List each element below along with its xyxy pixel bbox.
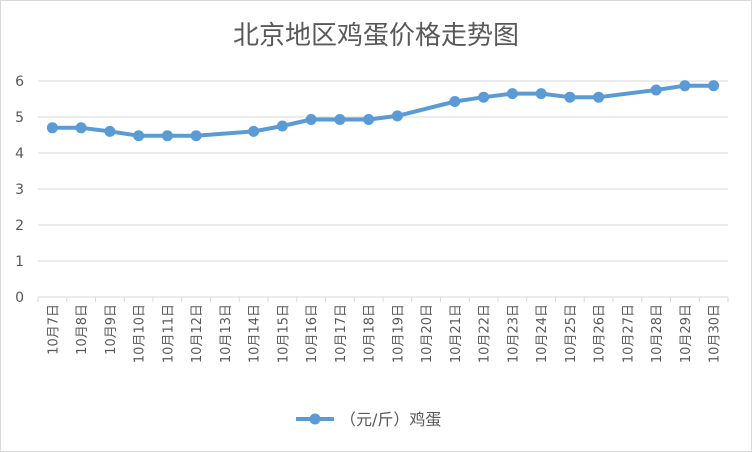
y-tick-label-0: 0 xyxy=(15,290,24,306)
data-point-10月14日 xyxy=(248,125,260,137)
data-point-10月22日 xyxy=(478,91,490,103)
x-tick-label-17: 10月24日 xyxy=(535,304,550,363)
data-point-10月24日 xyxy=(535,88,547,100)
x-tick-label-3: 10月10日 xyxy=(133,304,148,363)
data-point-10月11日 xyxy=(161,130,173,142)
data-point-10月9日 xyxy=(104,125,116,137)
x-tick-label-12: 10月19日 xyxy=(391,304,406,363)
x-tick-label-5: 10月12日 xyxy=(190,304,205,363)
series-line-0 xyxy=(50,83,716,138)
x-tick-label-13: 10月20日 xyxy=(420,304,435,363)
y-tick-label-6: 6 xyxy=(15,74,24,90)
data-point-10月26日 xyxy=(593,91,605,103)
legend[interactable]: （元/斤）鸡蛋 xyxy=(296,410,441,429)
x-tick-label-16: 10月23日 xyxy=(506,304,521,363)
data-point-10月12日 xyxy=(190,130,202,142)
x-tick-label-10: 10月17日 xyxy=(334,304,349,363)
y-tick-label-4: 4 xyxy=(15,146,24,162)
y-tick-label-5: 5 xyxy=(15,110,24,126)
data-point-10月25日 xyxy=(564,91,576,103)
grid-lines xyxy=(38,80,728,262)
data-point-10月29日 xyxy=(679,80,691,92)
x-tick-label-23: 10月30日 xyxy=(708,304,723,363)
x-tick-label-11: 10月18日 xyxy=(363,304,378,363)
x-tick-label-19: 10月26日 xyxy=(593,304,608,363)
x-tick-label-22: 10月29日 xyxy=(679,304,694,363)
x-tick-label-15: 10月22日 xyxy=(478,304,493,363)
data-point-10月19日 xyxy=(391,110,403,122)
data-point-10月16日 xyxy=(305,114,317,126)
x-tick-label-2: 10月9日 xyxy=(104,304,119,355)
data-point-10月28日 xyxy=(650,84,662,96)
x-tick-label-6: 10月13日 xyxy=(219,304,234,363)
x-tick-label-20: 10月27日 xyxy=(621,304,636,363)
series-layer xyxy=(46,80,720,142)
y-tick-label-2: 2 xyxy=(15,218,24,234)
legend-label: （元/斤）鸡蛋 xyxy=(340,410,441,429)
x-tick-label-0: 10月7日 xyxy=(46,304,61,355)
x-tick-label-8: 10月15日 xyxy=(276,304,291,363)
data-point-10月21日 xyxy=(449,96,461,108)
data-point-10月8日 xyxy=(75,122,87,134)
data-point-10月10日 xyxy=(133,130,145,142)
x-axis-ticks: 10月7日 10月8日 10月9日 10月10日 10月11日 10月12日 10月13日 1… xyxy=(46,304,722,363)
data-point-10月18日 xyxy=(363,114,375,126)
data-point-10月15日 xyxy=(276,120,288,132)
legend-marker-swatch xyxy=(309,413,321,425)
data-point-10月23日 xyxy=(506,88,518,100)
x-tick-label-4: 10月11日 xyxy=(161,304,176,363)
x-tick-label-18: 10月25日 xyxy=(564,304,579,363)
x-tick-label-9: 10月16日 xyxy=(305,304,320,363)
data-point-10月7日 xyxy=(46,122,58,134)
y-axis-ticks: 0 1 2 3 4 5 6 xyxy=(15,74,24,306)
x-tick-label-21: 10月28日 xyxy=(650,304,665,363)
data-point-10月17日 xyxy=(334,114,346,126)
data-point-10月30日 xyxy=(708,80,720,92)
x-tick-label-1: 10月8日 xyxy=(75,304,90,355)
x-tick-label-14: 10月21日 xyxy=(449,304,464,363)
y-tick-label-3: 3 xyxy=(15,182,24,198)
chart-title: 北京地区鸡蛋价格走势图 xyxy=(233,21,519,51)
y-tick-label-1: 1 xyxy=(15,254,24,270)
x-axis xyxy=(37,296,729,302)
x-tick-label-7: 10月14日 xyxy=(248,304,263,363)
